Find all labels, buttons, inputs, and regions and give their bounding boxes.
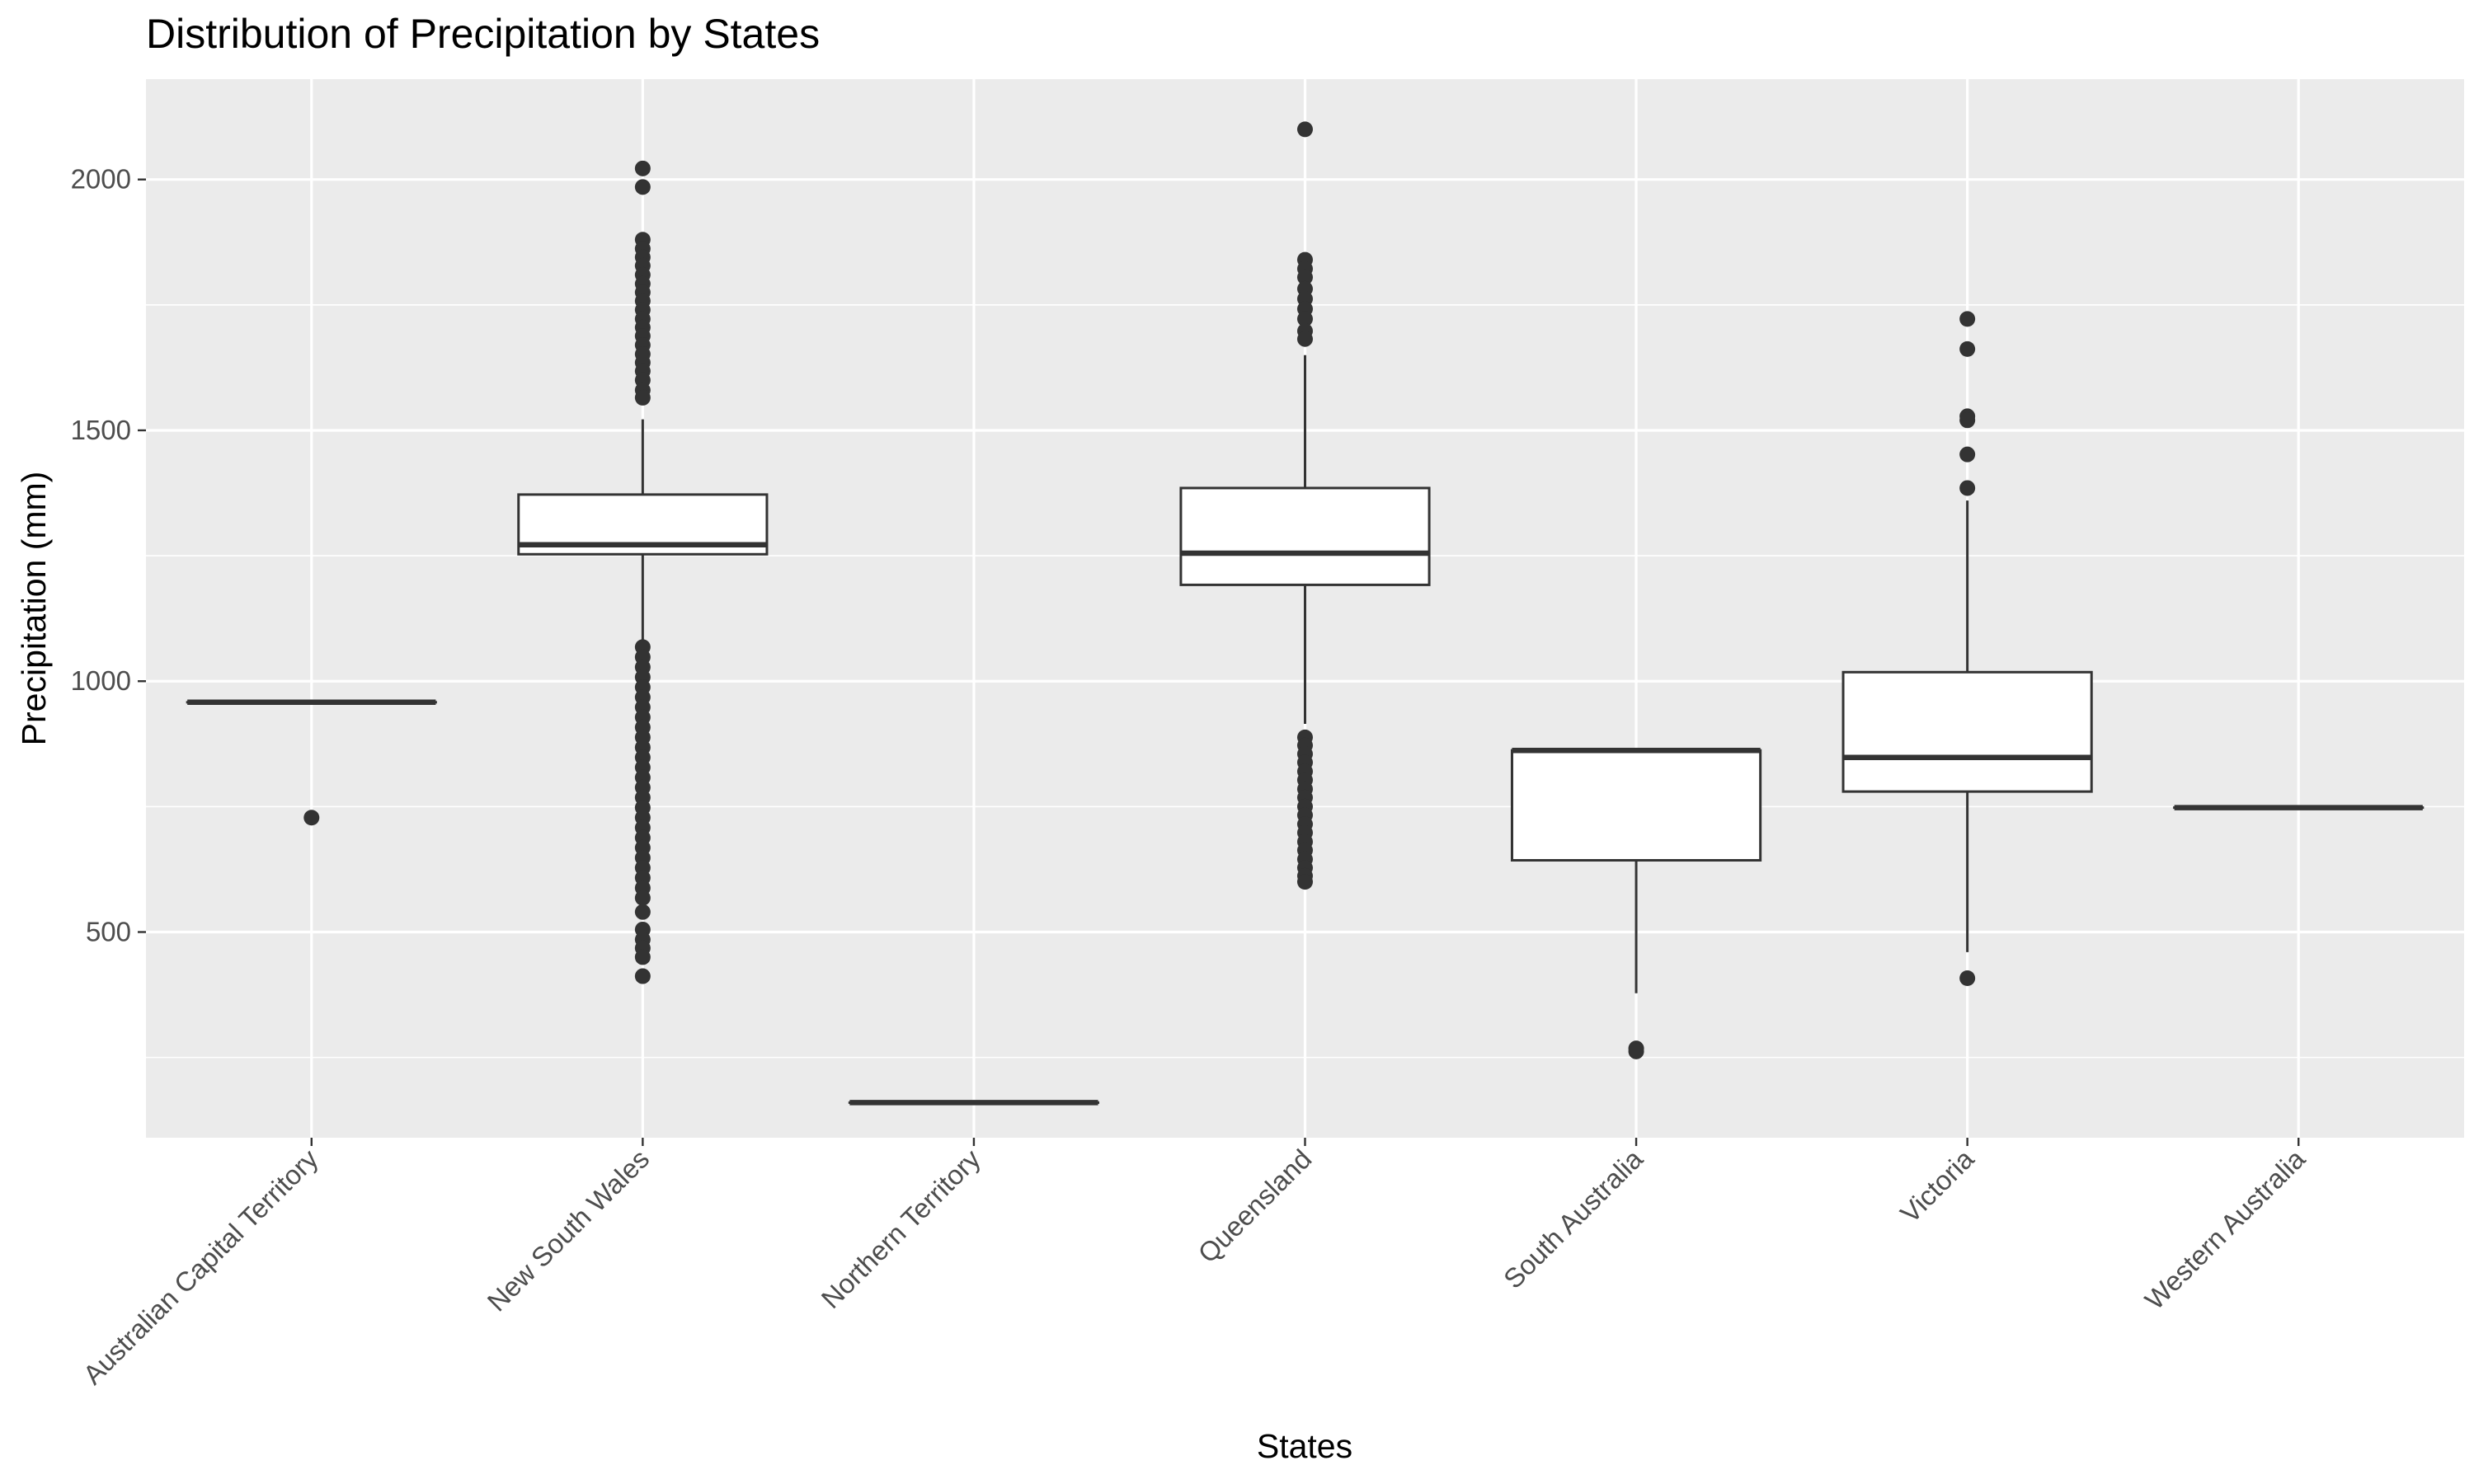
x-tick-label: Northern Territory (816, 1143, 987, 1314)
x-tick-label: New South Wales (482, 1144, 656, 1317)
outlier-point (634, 179, 651, 195)
outlier-point (634, 160, 651, 176)
outlier-point (1297, 874, 1313, 890)
x-tick-label: Western Australia (2139, 1143, 2312, 1315)
box-victoria (1841, 311, 2093, 986)
outlier-point (303, 810, 320, 826)
iqr-box (1841, 670, 2093, 793)
outlier-point (1959, 446, 1976, 463)
outlier-point (634, 968, 651, 984)
x-tick-label: Victoria (1894, 1143, 1980, 1228)
outlier-point (1297, 269, 1313, 285)
iqr-box (1179, 486, 1431, 586)
x-axis-title: States (1257, 1427, 1352, 1465)
outlier-point (634, 890, 651, 906)
outlier-point (1297, 311, 1313, 327)
y-tick-label: 500 (86, 917, 131, 947)
x-tick-label: Queensland (1192, 1144, 1317, 1269)
outlier-point (634, 949, 651, 965)
y-tick-label: 1500 (71, 415, 131, 445)
y-axis: 500 1000 1500 2000 (71, 164, 146, 947)
box-new-south-wales (517, 160, 769, 984)
outlier-point (1959, 412, 1976, 429)
outlier-point (634, 904, 651, 920)
y-tick-label: 1000 (71, 665, 131, 696)
box-queensland (1179, 121, 1431, 890)
chart-title: Distribution of Precipitation by States (146, 11, 820, 57)
outlier-point (1959, 311, 1976, 327)
outlier-point (1628, 1043, 1644, 1059)
outlier-point (1959, 480, 1976, 496)
y-axis-title: Precipitation (mm) (15, 472, 53, 746)
outlier-point (1297, 331, 1313, 347)
x-tick-label: Australian Capital Territory (77, 1143, 324, 1390)
outlier-point (1297, 121, 1313, 138)
outlier-point (634, 389, 651, 406)
box-south-australia (1510, 747, 1762, 1059)
iqr-box (1510, 749, 1762, 862)
x-axis: Australian Capital Territory New South Wa… (77, 1138, 2312, 1390)
box-australian-capital-territory (186, 699, 437, 826)
outlier-point (1959, 970, 1976, 986)
x-tick-label: South Australia (1498, 1143, 1649, 1294)
outlier-point (1959, 340, 1976, 357)
y-tick-label: 2000 (71, 164, 131, 195)
boxes (186, 121, 2425, 1106)
